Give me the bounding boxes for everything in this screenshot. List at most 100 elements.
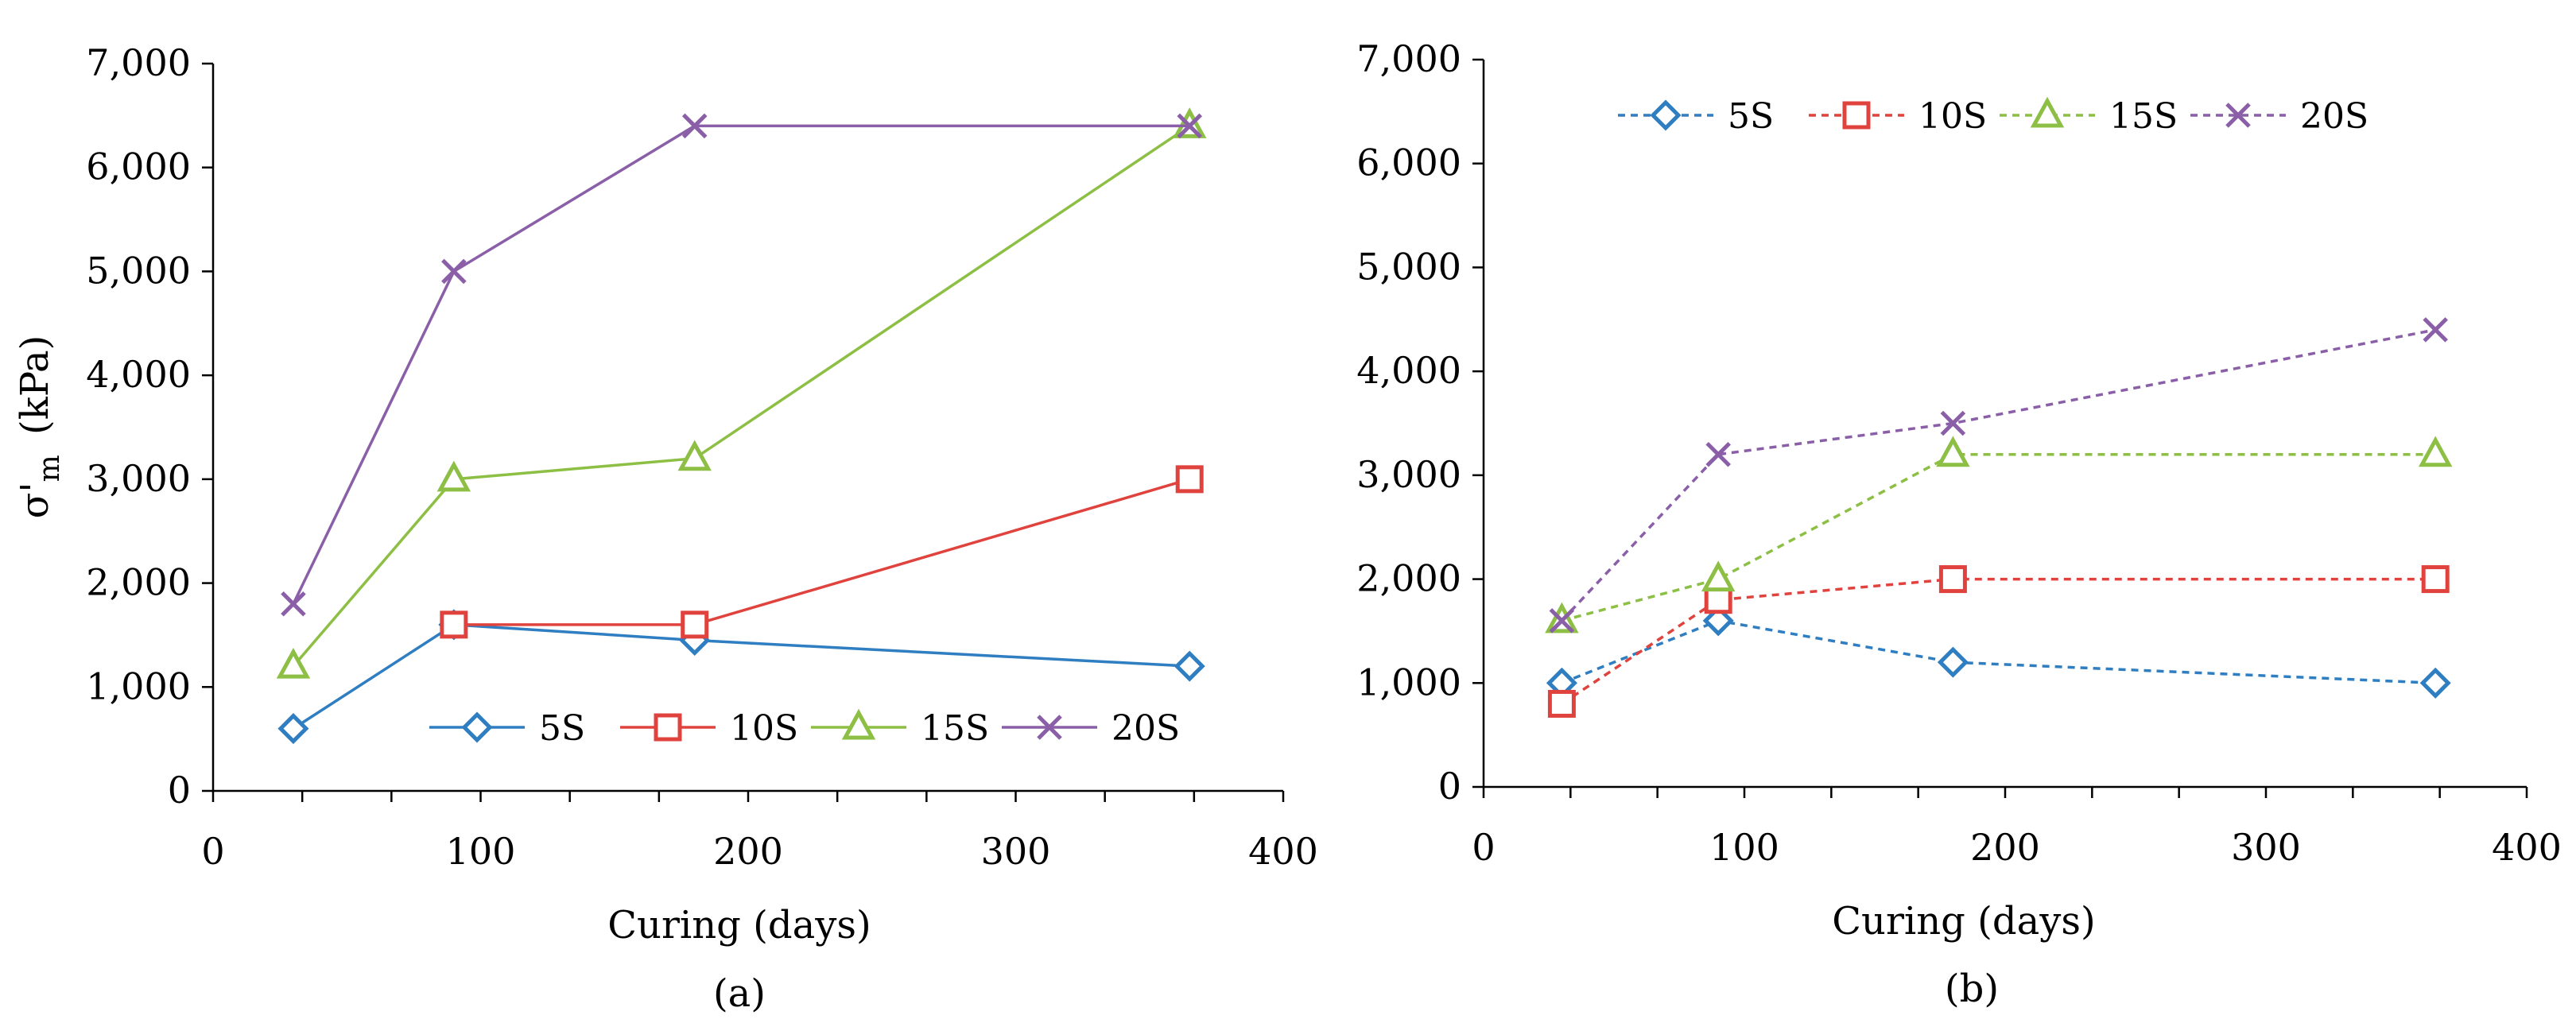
data-point-10S (1704, 586, 1732, 614)
data-point-20S (1549, 608, 1575, 634)
chart-panel-a: 0 1,000 2,000 3,000 4,000 5,000 6,000 7,000 0 100… (13, 41, 1318, 1016)
data-point-20S (1940, 410, 1966, 436)
series-20S (1549, 317, 2448, 634)
data-point-10S (440, 610, 468, 639)
series-15S (276, 107, 1207, 679)
series-line-10S (453, 478, 1190, 626)
data-point-5S (1174, 650, 1205, 682)
data-point-5S (1937, 646, 1969, 678)
x-tick-label: 300 (2231, 826, 2301, 869)
data-point-15S (436, 460, 471, 492)
series-line-10S (1561, 577, 2436, 705)
data-point-20S-stroke (1549, 608, 1575, 634)
y-tick-label: 5,000 (86, 249, 191, 292)
legend-label: 5S (539, 708, 585, 749)
x-tick-label: 0 (1472, 826, 1495, 869)
legend-label: 15S (921, 708, 989, 749)
series-10S (440, 465, 1204, 639)
data-point-10S (1175, 465, 1204, 494)
data-point-15S (1701, 560, 1736, 592)
x-tick-label: 400 (2492, 826, 2562, 869)
legend-marker-5S (1650, 99, 1682, 131)
data-point-20S (681, 113, 708, 139)
data-point-20S-stroke (1705, 441, 1731, 467)
y-tick-label: 6,000 (1356, 141, 1461, 184)
legend-label: 20S (2300, 96, 2368, 137)
legend-marker-20S-stroke (1037, 715, 1062, 740)
legend-label: 10S (730, 708, 798, 749)
data-point-15S (1936, 436, 1970, 467)
legend-marker-10S (1842, 101, 1871, 130)
legend-label: 20S (1111, 708, 1180, 749)
data-point-10S (681, 610, 709, 639)
series-5S (1546, 605, 2451, 699)
legend-marker-15S (2030, 96, 2065, 128)
legend-marker-20S (2225, 103, 2251, 128)
series-line-5S (1561, 619, 2436, 685)
series-15S (1545, 436, 2453, 634)
series-line-20S (292, 124, 1190, 605)
series-line-15S (292, 124, 1191, 668)
legend: 5S 10S 15S 20S (1618, 96, 2368, 137)
x-axis-title: Curing (days) (1832, 899, 2095, 944)
data-point-10S (2421, 565, 2450, 594)
panel-label: (b) (1945, 967, 1999, 1011)
data-point-20S (1177, 113, 1202, 139)
data-point-5S (277, 713, 309, 745)
x-axis-title: Curing (days) (607, 903, 871, 947)
x-tick-label: 200 (713, 830, 783, 873)
series-10S (1547, 565, 2450, 718)
y-tick-label: 4,000 (86, 353, 191, 396)
y-axis-title: σ'm (kPa) (13, 335, 66, 519)
data-point-5S (2419, 667, 2451, 699)
data-point-20S (281, 591, 306, 617)
data-point-10S (1938, 565, 1967, 594)
x-tick-label: 0 (201, 830, 224, 873)
chart-panel-b: 0 1,000 2,000 3,000 4,000 5,000 6,000 7,000 0 100… (1356, 37, 2562, 1011)
legend-marker-5S (461, 711, 493, 743)
y-axis-title-symbol: σ' (13, 482, 57, 518)
y-tick-label: 2,000 (1356, 557, 1461, 600)
legend-marker-15S (841, 708, 876, 740)
x-tick-label: 300 (981, 830, 1051, 873)
data-point-15S (2418, 436, 2453, 467)
y-axis-title-unit: (kPa) (13, 335, 57, 448)
x-tick-label: 100 (1709, 826, 1779, 869)
data-point-20S-stroke (1940, 410, 1966, 436)
y-tick-label: 7,000 (86, 41, 191, 84)
y-tick-label: 1,000 (86, 665, 191, 707)
y-tick-label: 1,000 (1356, 661, 1461, 703)
y-tick-label: 6,000 (86, 145, 191, 188)
y-tick-label: 5,000 (1356, 245, 1461, 288)
series-line-15S (1561, 452, 2436, 622)
data-point-20S-stroke (1177, 113, 1202, 139)
data-point-20S-stroke (681, 113, 708, 139)
data-point-15S (276, 647, 311, 679)
y-tick-label: 3,000 (86, 457, 191, 500)
x-tick-label: 100 (446, 830, 516, 873)
data-point-20S (441, 258, 467, 285)
y-tick-label: 7,000 (1356, 37, 1461, 80)
legend-label: 5S (1728, 96, 1774, 137)
data-point-10S (1547, 689, 1576, 718)
series-20S (281, 113, 1202, 617)
legend-label: 15S (2109, 96, 2178, 137)
series-line-20S (1561, 328, 2436, 622)
series-line-5S (292, 623, 1190, 730)
panel-label: (a) (713, 971, 766, 1016)
y-tick-label: 0 (168, 769, 191, 812)
x-tick-label: 400 (1248, 830, 1318, 873)
data-point-15S (677, 440, 712, 471)
legend-label: 10S (1918, 96, 1987, 137)
legend-marker-20S-stroke (2225, 103, 2251, 128)
data-point-20S-stroke (441, 258, 467, 285)
y-tick-label: 4,000 (1356, 349, 1461, 392)
y-axis-title-subscript: m (33, 455, 66, 482)
legend: 5S 10S 15S 20S (429, 708, 1180, 749)
data-point-20S (2423, 317, 2448, 343)
legend-marker-20S (1037, 715, 1062, 740)
y-tick-label: 0 (1438, 765, 1461, 808)
y-tick-label: 2,000 (86, 561, 191, 604)
data-point-20S (1705, 441, 1731, 467)
